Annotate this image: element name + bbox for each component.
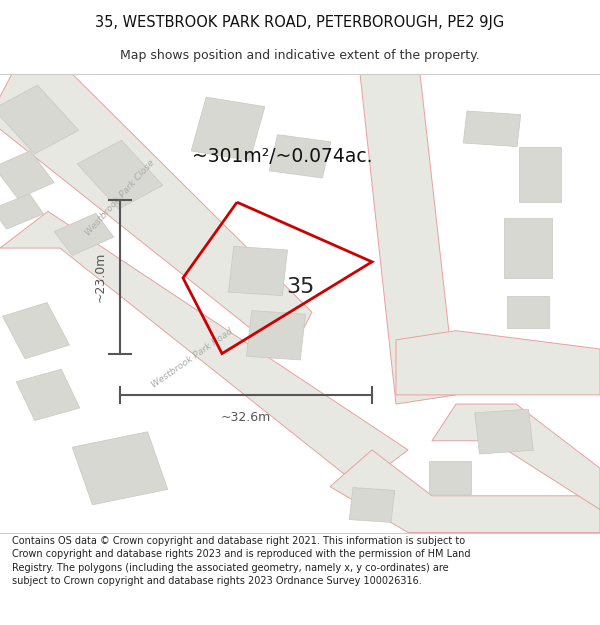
Polygon shape	[54, 213, 114, 256]
Text: Westbrook Park Close: Westbrook Park Close	[84, 158, 156, 238]
Polygon shape	[475, 409, 533, 454]
Polygon shape	[429, 461, 471, 494]
Polygon shape	[77, 140, 163, 209]
Text: 35: 35	[286, 277, 314, 297]
Text: ~23.0m: ~23.0m	[94, 251, 107, 302]
Polygon shape	[16, 369, 80, 421]
Polygon shape	[2, 302, 70, 359]
Polygon shape	[191, 97, 265, 161]
Polygon shape	[519, 147, 561, 202]
Text: Contains OS data © Crown copyright and database right 2021. This information is : Contains OS data © Crown copyright and d…	[12, 536, 470, 586]
Polygon shape	[463, 111, 521, 147]
Polygon shape	[247, 311, 305, 360]
Polygon shape	[349, 488, 395, 522]
Polygon shape	[360, 74, 456, 404]
Polygon shape	[0, 151, 54, 199]
Polygon shape	[0, 85, 79, 154]
Polygon shape	[0, 211, 408, 487]
Text: ~301m²/~0.074ac.: ~301m²/~0.074ac.	[192, 147, 373, 166]
Polygon shape	[507, 296, 549, 328]
Polygon shape	[396, 331, 600, 395]
Polygon shape	[432, 404, 600, 509]
Polygon shape	[72, 432, 168, 505]
Polygon shape	[330, 450, 600, 532]
Text: Westbrook Park Road: Westbrook Park Road	[149, 327, 235, 389]
Polygon shape	[229, 246, 287, 296]
Polygon shape	[0, 194, 44, 229]
Polygon shape	[0, 74, 312, 358]
Polygon shape	[504, 218, 552, 278]
Text: 35, WESTBROOK PARK ROAD, PETERBOROUGH, PE2 9JG: 35, WESTBROOK PARK ROAD, PETERBOROUGH, P…	[95, 14, 505, 29]
Text: Map shows position and indicative extent of the property.: Map shows position and indicative extent…	[120, 49, 480, 62]
Text: ~32.6m: ~32.6m	[221, 411, 271, 424]
Polygon shape	[269, 134, 331, 178]
